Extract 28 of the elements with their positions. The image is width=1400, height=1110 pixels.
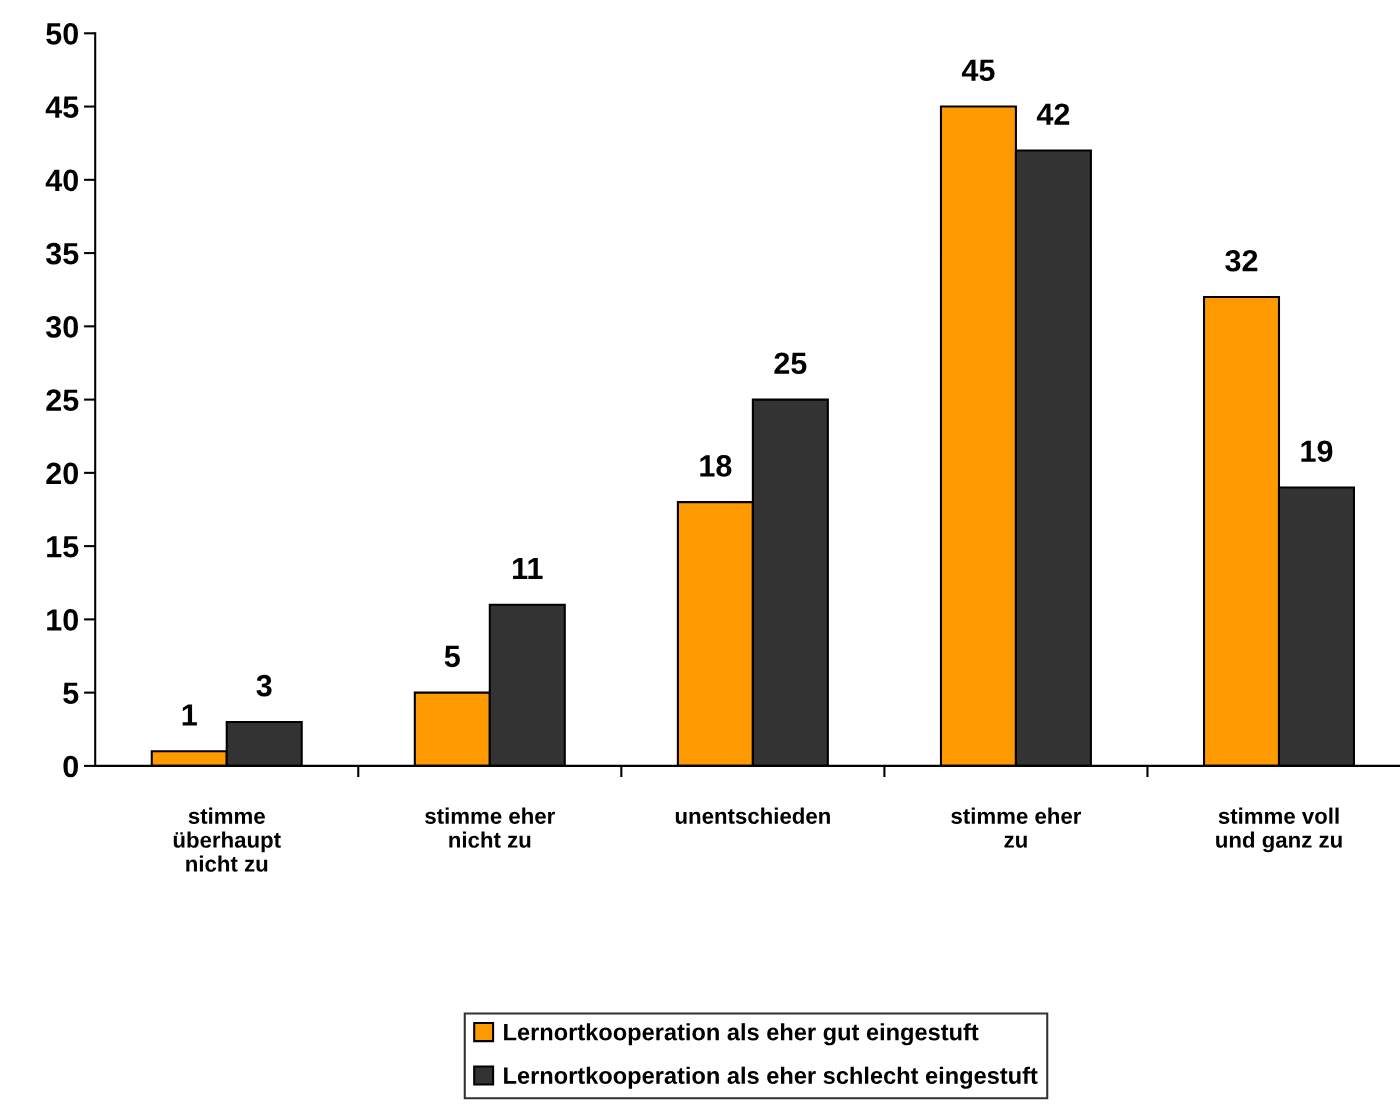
x-tick-label: unentschieden [675, 807, 830, 824]
data-label: 42 [1036, 103, 1070, 125]
y-tick-label: 50 [46, 23, 78, 45]
x-tick-label: stimme eher nicht zu [425, 807, 555, 848]
x-tick-label: stimme eher zu [951, 807, 1082, 848]
x-tick-label: stimme überhaupt nicht zu [173, 807, 281, 872]
data-label: 18 [700, 455, 732, 477]
y-tick-label: 0 [63, 755, 78, 778]
x-tick-label: stimme voll und ganz zu [1216, 807, 1342, 853]
y-tick-label: 25 [46, 389, 79, 411]
data-label: 11 [513, 557, 543, 579]
data-label: 3 [256, 674, 272, 697]
y-tick-label: 15 [47, 536, 79, 558]
data-label: 5 [444, 645, 460, 668]
legend-label: Lernortkooperation als eher schlecht eingestuft [504, 1066, 1038, 1089]
y-tick-label: 40 [45, 169, 78, 192]
y-tick-label: 30 [45, 316, 78, 338]
data-label: 32 [1225, 249, 1258, 272]
data-label: 1 [182, 704, 197, 726]
data-label: 25 [774, 352, 807, 375]
y-tick-label: 20 [46, 462, 78, 485]
data-label: 19 [1301, 440, 1333, 463]
legend-label: Lernortkooperation als eher gut eingestuft [504, 1023, 979, 1046]
y-tick-label: 45 [45, 96, 79, 118]
y-tick-label: 35 [45, 242, 79, 265]
data-label: 45 [961, 59, 995, 82]
y-tick-label: 10 [47, 609, 78, 631]
y-tick-label: 5 [63, 682, 79, 705]
